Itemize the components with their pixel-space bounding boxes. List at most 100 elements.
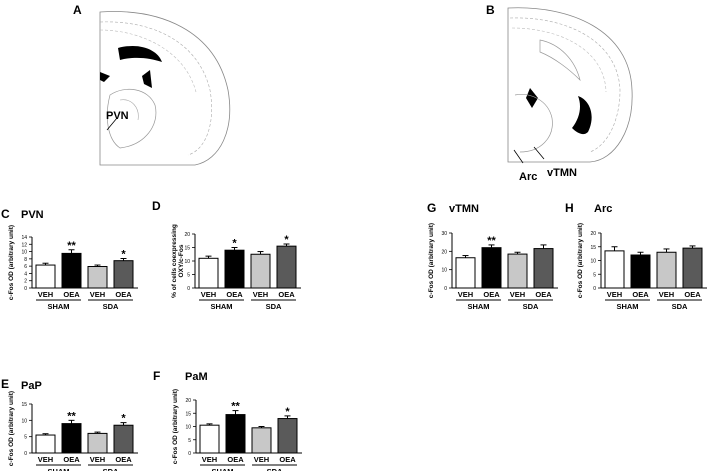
bar (35, 434, 56, 454)
significance-marker: * (232, 238, 237, 250)
bar (61, 252, 82, 289)
category-label: OEA (115, 455, 132, 464)
bar (276, 245, 297, 289)
y-tick-label: 15 (185, 411, 191, 417)
y-tick-label: 5 (187, 273, 190, 279)
y-tick-label: 5 (188, 438, 191, 444)
group-label: SDA (103, 302, 119, 311)
panel-letter-c: C (1, 207, 10, 221)
bar (251, 427, 272, 454)
group-label: SHAM (211, 467, 233, 471)
y-tick-label: 5 (593, 272, 596, 278)
group-label: SDA (103, 467, 119, 471)
bar (250, 253, 271, 289)
panel-letter-f: F (153, 369, 160, 383)
category-label: OEA (63, 455, 80, 464)
bar (224, 249, 245, 289)
group-label: SHAM (47, 302, 69, 311)
panel-letter-h: H (565, 201, 574, 215)
chart-title: Arc (594, 203, 612, 215)
y-axis-label: c-Fos OD (arbitrary unit) (8, 225, 15, 300)
bar (87, 432, 108, 454)
category-label: VEH (254, 455, 269, 464)
category-label: OEA (63, 290, 80, 299)
category-label: VEH (458, 290, 473, 299)
bar (507, 253, 528, 289)
category-label: OEA (684, 290, 701, 299)
category-label: VEH (38, 455, 53, 464)
bar (455, 257, 476, 289)
category-label: VEH (90, 290, 105, 299)
category-label: OEA (535, 290, 552, 299)
chart-title: PVN (21, 209, 44, 221)
group-label: SDA (523, 302, 539, 311)
significance-marker: ** (67, 410, 76, 422)
y-tick-label: 15 (590, 245, 596, 251)
significance-marker: * (121, 413, 126, 425)
y-axis-label: % of cells coexpressing (171, 224, 178, 298)
significance-marker: * (121, 248, 126, 260)
bar (35, 264, 56, 289)
y-tick-label: 2 (24, 279, 27, 285)
y-tick-label: 0 (187, 286, 190, 292)
panel-letter-g: G (427, 201, 436, 215)
y-tick-label: 20 (185, 398, 191, 404)
y-tick-label: 5 (24, 435, 27, 441)
atlas-panel-a (99, 11, 231, 166)
bar (604, 250, 625, 289)
bar (225, 414, 246, 454)
y-tick-label: 0 (24, 286, 27, 292)
y-axis-label: c-Fos OD (arbitrary unit) (8, 391, 15, 466)
y-tick-label: 15 (184, 246, 190, 252)
category-label: VEH (659, 290, 674, 299)
group-label: SHAM (210, 302, 232, 311)
y-tick-label: 10 (21, 250, 27, 256)
panel-letter-d: D (152, 199, 161, 213)
y-tick-label: 20 (590, 231, 596, 237)
bar (682, 247, 703, 289)
y-tick-label: 20 (184, 232, 190, 238)
y-tick-label: 0 (593, 286, 596, 292)
bar (87, 266, 108, 289)
category-label: VEH (201, 290, 216, 299)
group-label: SHAM (47, 467, 69, 471)
y-tick-label: 12 (21, 242, 27, 248)
category-label: VEH (90, 455, 105, 464)
significance-marker: ** (487, 235, 496, 247)
bar (533, 248, 554, 289)
chart-title: PaP (21, 380, 42, 392)
y-axis-label: c-Fos OD (arbitrary unit) (577, 223, 584, 298)
atlas-label-arc: Arc (519, 171, 537, 183)
y-tick-label: 0 (188, 451, 191, 457)
category-label: OEA (278, 290, 295, 299)
bar (199, 424, 220, 454)
category-label: OEA (227, 455, 244, 464)
y-tick-label: 20 (441, 249, 447, 255)
significance-marker: * (284, 234, 289, 246)
bar (630, 254, 651, 289)
chart-e: PaP 0 5 10 15 c-Fos OD (arbitrary unit) VEH ** O… (8, 380, 138, 471)
group-label: SHAM (616, 302, 638, 311)
y-tick-label: 0 (24, 451, 27, 457)
y-tick-label: 15 (21, 402, 27, 408)
category-label: OEA (483, 290, 500, 299)
y-tick-label: 14 (21, 235, 27, 241)
group-label: SDA (267, 467, 283, 471)
group-label: SDA (266, 302, 282, 311)
category-label: OEA (279, 455, 296, 464)
group-label: SDA (672, 302, 688, 311)
category-label: OEA (115, 290, 132, 299)
category-label: VEH (202, 455, 217, 464)
category-label: VEH (253, 290, 268, 299)
y-tick-label: 10 (441, 268, 447, 274)
chart-f: PaM 0 5 10 15 20 c-Fos OD (arbitrary unit) VEH *… (172, 371, 302, 471)
y-tick-label: 10 (185, 425, 191, 431)
y-axis-label: c-Fos OD (arbitrary unit) (172, 389, 179, 464)
significance-marker: ** (67, 240, 76, 252)
chart-title: vTMN (449, 203, 479, 215)
y-tick-label: 0 (444, 286, 447, 292)
atlas-label-pvn: PVN (106, 110, 129, 122)
bar (277, 418, 298, 454)
